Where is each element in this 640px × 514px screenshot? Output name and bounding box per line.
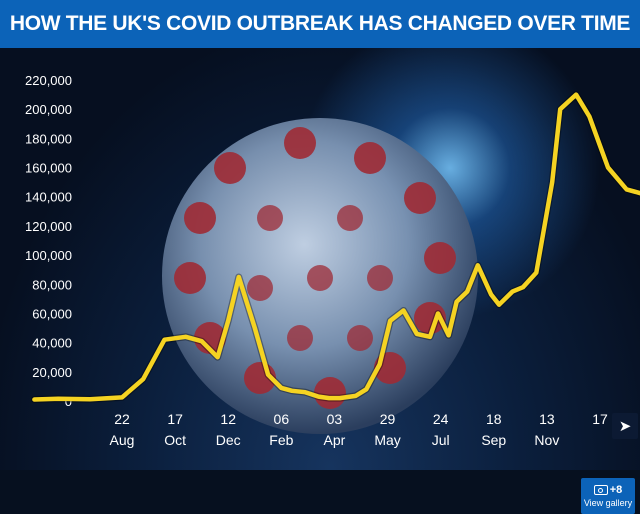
x-tick-month: Feb xyxy=(269,432,293,448)
share-button[interactable]: ➤ xyxy=(612,413,638,439)
x-tick-month: Sep xyxy=(481,432,506,448)
virus-spike xyxy=(194,322,226,354)
y-axis: 0 20,000 40,000 60,000 80,000 100,000 120,000 1… xyxy=(25,73,72,409)
y-tick-label: 140,000 xyxy=(25,190,72,205)
x-tick-month: Nov xyxy=(534,432,559,448)
gallery-label: View gallery xyxy=(583,498,633,508)
y-tick-label: 0 xyxy=(65,394,72,409)
x-axis: 22 Aug 17 Oct 12 Dec 06 Feb 03 Apr 29 May 24 Jul 18 Sep… xyxy=(110,411,608,448)
x-tick-month: Jul xyxy=(432,432,450,448)
y-tick-label: 60,000 xyxy=(32,306,72,321)
x-tick-month: Oct xyxy=(164,432,186,448)
y-tick-label: 220,000 xyxy=(25,73,72,88)
virus-spike xyxy=(354,142,386,174)
virus-spike xyxy=(287,325,313,351)
virus-spike xyxy=(214,152,246,184)
virus-spike xyxy=(424,242,456,274)
y-tick-label: 20,000 xyxy=(32,365,72,380)
x-tick-day: 29 xyxy=(380,411,396,427)
x-tick-day: 18 xyxy=(486,411,502,427)
virus-spike xyxy=(307,265,333,291)
x-tick-month: Apr xyxy=(324,432,346,448)
gallery-count: +8 xyxy=(609,484,623,496)
x-tick-day: 22 xyxy=(114,411,130,427)
camera-icon xyxy=(593,485,608,495)
x-tick-month: Dec xyxy=(216,432,241,448)
x-tick-day: 17 xyxy=(592,411,608,427)
virus-spike xyxy=(367,265,393,291)
virus-illustration xyxy=(162,118,478,434)
y-tick-label: 160,000 xyxy=(25,161,72,176)
y-tick-label: 120,000 xyxy=(25,219,72,234)
x-tick-day: 24 xyxy=(433,411,449,427)
y-tick-label: 80,000 xyxy=(32,277,72,292)
virus-spike xyxy=(257,205,283,231)
virus-spike xyxy=(314,377,346,409)
virus-spike xyxy=(247,275,273,301)
y-tick-label: 200,000 xyxy=(25,102,72,117)
x-tick-month: Aug xyxy=(110,432,135,448)
virus-spike xyxy=(347,325,373,351)
series-layer xyxy=(30,91,640,403)
virus-spike xyxy=(414,302,446,334)
title-bar: HOW THE UK'S COVID OUTBREAK HAS CHANGED … xyxy=(0,0,640,48)
virus-spike xyxy=(184,202,216,234)
chart-title: HOW THE UK'S COVID OUTBREAK HAS CHANGED … xyxy=(9,12,631,35)
line-chart: 0 20,000 40,000 60,000 80,000 100,000 120,000 1… xyxy=(25,73,640,448)
x-tick-month: May xyxy=(374,432,400,448)
y-tick-label: 180,000 xyxy=(25,131,72,146)
share-icon: ➤ xyxy=(618,418,632,435)
virus-spike xyxy=(284,127,316,159)
x-tick-day: 12 xyxy=(220,411,236,427)
x-tick-day: 03 xyxy=(327,411,343,427)
virus-spike xyxy=(174,262,206,294)
virus-spike xyxy=(404,182,436,214)
view-gallery-button[interactable]: +8 View gallery xyxy=(581,478,635,514)
x-tick-day: 17 xyxy=(167,411,183,427)
chart-area: 0 20,000 40,000 60,000 80,000 100,000 120,000 1… xyxy=(0,48,640,514)
x-tick-day: 06 xyxy=(274,411,290,427)
virus-spike xyxy=(337,205,363,231)
series-line xyxy=(32,92,640,402)
x-tick-day: 13 xyxy=(539,411,555,427)
y-tick-label: 100,000 xyxy=(25,248,72,263)
y-tick-label: 40,000 xyxy=(32,336,72,351)
